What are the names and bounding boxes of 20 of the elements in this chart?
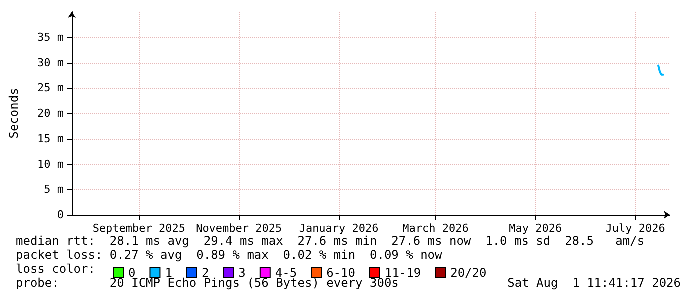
x-tick-label: November 2025: [196, 222, 282, 235]
y-axis-title: Seconds: [7, 88, 21, 139]
y-tick-label: 5 m: [44, 183, 64, 196]
legend-label: 20/20: [450, 266, 487, 280]
y-tick-label: 30 m: [38, 56, 64, 70]
text: median rtt: 28.1 ms avg 29.4 ms max 27.6 ms min 27.6 ms now 1.0 ms sd 28.5 am/s: [16, 234, 645, 248]
x-tick-label: July 2026: [606, 222, 666, 235]
text: Sat Aug 1 11:41:17 2026: [508, 276, 681, 290]
y-tick-label: 15 m: [38, 132, 64, 146]
y-tick-label: 10 m: [38, 158, 64, 171]
y-tick-label: 0: [57, 208, 64, 222]
y-tick-label: 25 m: [38, 82, 64, 95]
text: packet loss: 0.27 % avg 0.89 % max 0.02 % min 0.09 % now: [16, 248, 444, 262]
y-tick-label: 35 m: [38, 30, 64, 44]
x-tick-label: September 2025: [92, 222, 186, 235]
x-tick-label: March 2026: [402, 222, 469, 235]
legend-title: loss color:: [16, 262, 96, 276]
x-tick-label: January 2026: [299, 222, 379, 235]
y-tick-label: 20 m: [38, 107, 64, 120]
x-tick-label: May 2026: [509, 222, 562, 235]
